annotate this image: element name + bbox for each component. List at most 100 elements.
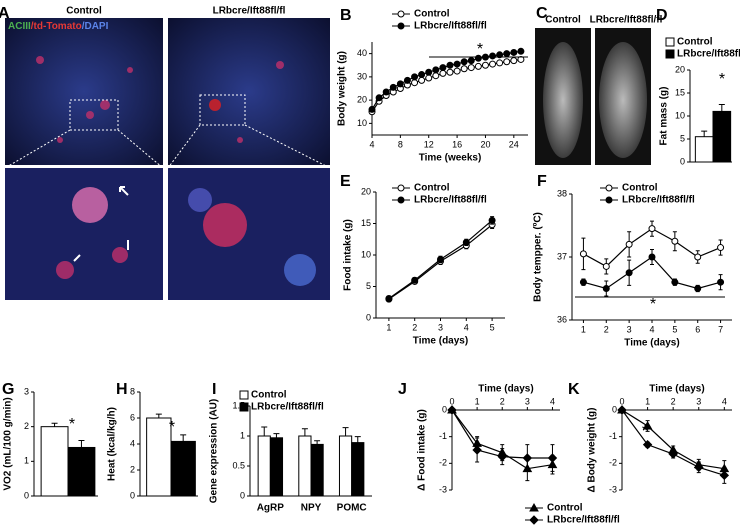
y-tick-label: 20 bbox=[361, 186, 371, 196]
marker bbox=[382, 88, 390, 96]
marker bbox=[547, 453, 558, 463]
marker bbox=[489, 52, 497, 60]
marker bbox=[481, 61, 489, 69]
stain-part: /td-Tomato bbox=[31, 21, 82, 32]
y-axis-label: Food intake (g) bbox=[343, 219, 354, 291]
annotation: * bbox=[169, 419, 175, 436]
y-tick-label: 5 bbox=[366, 281, 371, 291]
legend-label: Control bbox=[677, 37, 713, 48]
marker bbox=[432, 66, 440, 74]
marker bbox=[694, 253, 702, 261]
x-tick-label: 4 bbox=[369, 139, 374, 149]
x-tick-label: 3 bbox=[696, 396, 701, 406]
panel-letter: H bbox=[116, 381, 128, 398]
marker bbox=[579, 250, 587, 258]
cells bbox=[36, 56, 316, 286]
bar bbox=[40, 426, 69, 497]
bar bbox=[146, 417, 172, 497]
marker bbox=[425, 74, 433, 82]
marker bbox=[668, 449, 678, 459]
micrograph bbox=[5, 18, 163, 165]
image-label: Control bbox=[545, 15, 581, 26]
y-axis-label: Fat mass (g) bbox=[659, 87, 670, 146]
y-tick-label: -1 bbox=[439, 431, 447, 441]
marker bbox=[425, 68, 433, 76]
annotation: * bbox=[719, 71, 725, 88]
legend-label: Control bbox=[622, 183, 658, 194]
marker bbox=[375, 94, 383, 102]
legend-swatch bbox=[665, 37, 675, 47]
mri-body bbox=[543, 42, 583, 158]
x-tick-label: 4 bbox=[649, 324, 654, 334]
y-tick-label: -2 bbox=[609, 458, 617, 468]
x-tick-label: 1 bbox=[475, 396, 480, 406]
marker bbox=[446, 68, 454, 76]
marker bbox=[467, 64, 475, 72]
marker bbox=[503, 58, 511, 66]
mri-body bbox=[599, 42, 647, 158]
bar bbox=[694, 136, 714, 163]
marker bbox=[397, 10, 405, 18]
x-axis-label: Time (days) bbox=[649, 384, 704, 395]
image-label: LRbcre/Ift88fl/fl bbox=[590, 15, 663, 26]
marker bbox=[497, 451, 507, 462]
y-tick-label: 15 bbox=[361, 218, 371, 228]
marker bbox=[439, 69, 447, 77]
y-tick-label: 6 bbox=[130, 412, 135, 422]
panel-c-images: Control LRbcre/Ift88fl/fl C bbox=[535, 5, 663, 165]
marker bbox=[385, 294, 393, 302]
marker bbox=[617, 405, 627, 415]
y-tick-label: 40 bbox=[357, 48, 367, 58]
bar bbox=[170, 440, 196, 497]
y-tick-label: 30 bbox=[357, 71, 367, 81]
y-tick-label: 3 bbox=[24, 386, 29, 396]
marker bbox=[437, 255, 444, 263]
bar bbox=[67, 446, 96, 497]
marker bbox=[460, 65, 468, 73]
marker bbox=[489, 60, 497, 68]
y-tick-label: 1 bbox=[24, 456, 29, 466]
marker bbox=[671, 237, 679, 245]
series-line bbox=[371, 58, 522, 113]
panel-letter: A bbox=[0, 5, 10, 22]
marker bbox=[397, 196, 405, 204]
x-tick-label: 5 bbox=[490, 322, 495, 332]
marker bbox=[671, 278, 679, 286]
y-tick-label: 1 bbox=[240, 430, 245, 440]
bar bbox=[269, 437, 284, 497]
panel-letter: B bbox=[340, 7, 352, 24]
marker bbox=[447, 405, 457, 415]
marker bbox=[719, 470, 730, 481]
marker bbox=[446, 61, 454, 69]
legend-label: LRbcre/Ift88fl/fl bbox=[677, 49, 740, 60]
stain-part: ACIII bbox=[8, 21, 31, 32]
y-axis-label: Δ Body weight (g) bbox=[587, 408, 598, 493]
marker bbox=[503, 50, 511, 58]
series-line bbox=[371, 50, 522, 110]
y-tick-label: 0 bbox=[612, 404, 617, 414]
marker bbox=[453, 60, 461, 68]
bar bbox=[712, 110, 732, 163]
x-tick-label: 0 bbox=[619, 396, 624, 406]
legend-swatch bbox=[239, 402, 249, 412]
marker bbox=[522, 453, 533, 463]
x-tick-label: 8 bbox=[398, 139, 403, 149]
marker bbox=[496, 51, 504, 59]
marker bbox=[411, 73, 419, 81]
x-axis-label: Time (weeks) bbox=[419, 153, 482, 164]
marker bbox=[694, 285, 702, 292]
x-tick-label: 2 bbox=[500, 396, 505, 406]
y-tick-label: -3 bbox=[609, 484, 617, 494]
y-tick-label: 20 bbox=[357, 95, 367, 105]
y-tick-label: 5 bbox=[680, 133, 685, 143]
y-tick-label: 0 bbox=[240, 490, 245, 500]
legend-label: Control bbox=[547, 503, 583, 514]
annotation: * bbox=[69, 416, 75, 433]
image-label: Control bbox=[66, 6, 102, 17]
marker bbox=[642, 420, 653, 430]
marker bbox=[472, 445, 482, 455]
micrograph-zoom bbox=[5, 168, 163, 300]
x-tick-label: 0 bbox=[449, 396, 454, 406]
y-tick-label: 8 bbox=[130, 386, 135, 396]
panel-letter: F bbox=[537, 173, 547, 190]
